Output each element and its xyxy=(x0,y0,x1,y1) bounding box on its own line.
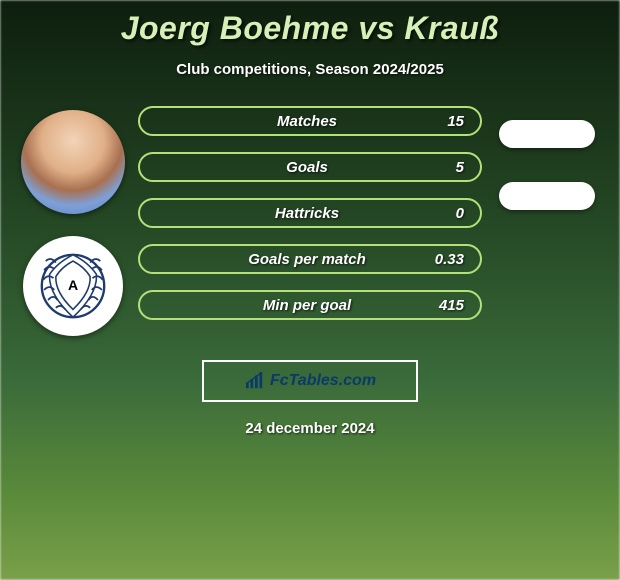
bar-chart-icon xyxy=(244,372,266,390)
brand-box: FcTables.com xyxy=(202,360,418,402)
club-badge: A xyxy=(23,236,123,336)
stat-value: 0 xyxy=(430,205,464,222)
stat-bar: Goals 5 xyxy=(138,152,482,182)
stat-bar: Matches 15 xyxy=(138,106,482,136)
main-row: A Matches 15 Goals 5 Hattricks 0 Goals p… xyxy=(0,106,620,336)
footer-date: 24 december 2024 xyxy=(0,420,620,437)
opponent-badge-placeholder xyxy=(499,182,595,210)
stat-label: Goals per match xyxy=(248,251,366,268)
stat-value: 0.33 xyxy=(430,251,464,268)
brand-text: FcTables.com xyxy=(270,372,376,390)
stat-label: Hattricks xyxy=(275,205,339,222)
stat-value: 415 xyxy=(430,297,464,314)
stat-label: Min per goal xyxy=(263,297,351,314)
stat-label: Matches xyxy=(277,113,337,130)
stat-label: Goals xyxy=(286,159,328,176)
stats-bars: Matches 15 Goals 5 Hattricks 0 Goals per… xyxy=(138,106,482,336)
page-title: Joerg Boehme vs Krauß xyxy=(0,0,620,47)
stat-bar: Hattricks 0 xyxy=(138,198,482,228)
stat-bar: Goals per match 0.33 xyxy=(138,244,482,274)
player-avatar xyxy=(21,110,125,214)
opponent-avatar-placeholder xyxy=(499,120,595,148)
stat-bar: Min per goal 415 xyxy=(138,290,482,320)
right-column xyxy=(482,106,612,336)
club-badge-icon: A xyxy=(34,247,112,325)
svg-text:A: A xyxy=(68,277,78,293)
left-column: A xyxy=(8,106,138,336)
stat-value: 15 xyxy=(430,113,464,130)
stat-value: 5 xyxy=(430,159,464,176)
page-subtitle: Club competitions, Season 2024/2025 xyxy=(0,61,620,78)
